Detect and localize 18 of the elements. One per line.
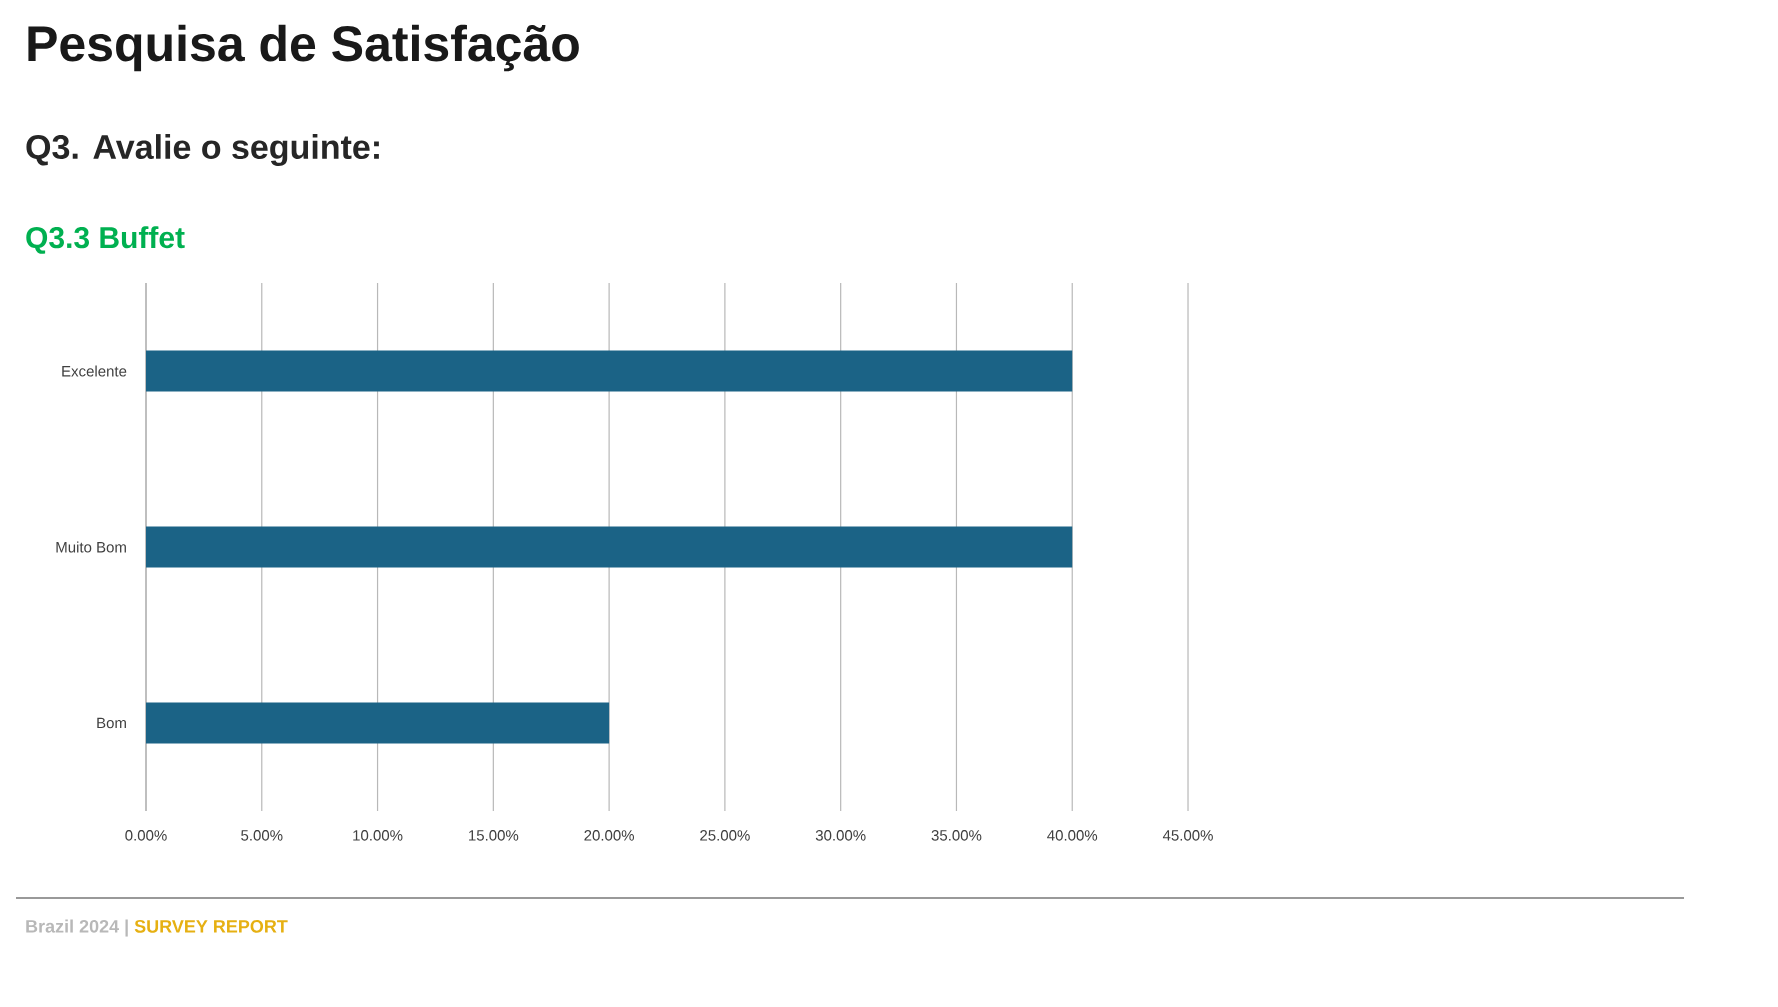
x-tick-label: 45.00% [1162, 830, 1213, 841]
y-tick-label: Excelente [62, 365, 127, 377]
x-tick-label: 10.00% [353, 830, 403, 841]
y-tick-label: Muito Bom [56, 541, 126, 553]
x-tick-label: 35.00% [931, 830, 982, 841]
x-tick-label: 20.00% [584, 830, 635, 841]
y-tick-label: Bom [97, 717, 126, 729]
x-tick-label: 40.00% [1047, 830, 1098, 841]
x-tick-label: 25.00% [700, 830, 750, 841]
x-tick-label: 0.00% [125, 830, 167, 841]
text: Brazil 2024 | [26, 919, 128, 937]
chart-subtitle: Q3. Avalie o seguinte: [26, 134, 379, 166]
chart-title: Pesquisa de Satisfação [28, 24, 579, 72]
x-tick-label: 15.00% [469, 830, 519, 841]
x-tick-label: 30.00% [815, 830, 866, 841]
text: SURVEY REPORT [134, 919, 288, 933]
x-tick-label: 5.00% [241, 830, 283, 841]
text: Q3.3 Buffet [26, 226, 185, 254]
